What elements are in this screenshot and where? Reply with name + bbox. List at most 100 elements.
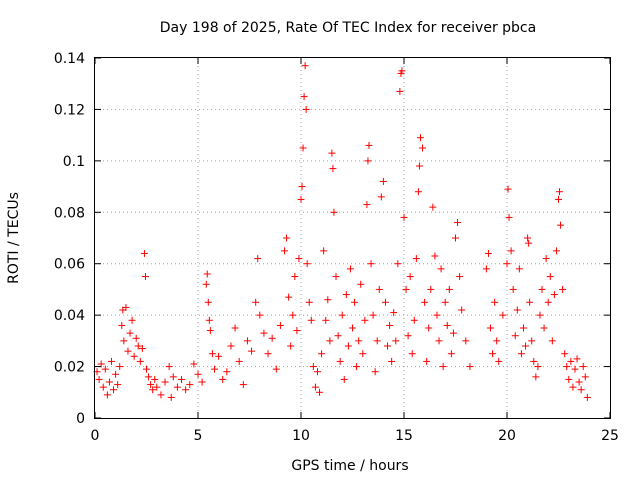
data-point <box>571 365 579 373</box>
data-point <box>552 247 560 255</box>
data-point <box>134 342 142 350</box>
data-point <box>507 247 515 255</box>
data-point <box>359 350 367 358</box>
data-point <box>573 355 581 363</box>
data-point <box>369 311 377 319</box>
data-point <box>248 347 256 355</box>
data-point <box>138 345 146 353</box>
data-point <box>445 285 453 293</box>
data-point <box>351 298 359 306</box>
data-point <box>182 386 190 394</box>
data-point <box>371 368 379 376</box>
data-point <box>178 375 186 383</box>
data-point <box>243 337 251 345</box>
data-point <box>206 327 214 335</box>
data-point <box>227 342 235 350</box>
data-point <box>198 378 206 386</box>
data-point <box>118 321 126 329</box>
data-point <box>205 316 213 324</box>
data-point <box>528 337 536 345</box>
data-point <box>408 350 416 358</box>
data-point <box>334 332 342 340</box>
grid-lines <box>95 58 610 418</box>
data-point <box>583 393 591 401</box>
data-point <box>215 352 223 360</box>
data-point <box>283 234 291 242</box>
data-point <box>577 386 585 394</box>
data-point <box>203 270 211 278</box>
plot-frame <box>94 57 611 419</box>
x-tick-label: 20 <box>498 428 516 444</box>
data-point <box>416 134 424 142</box>
data-point <box>361 316 369 324</box>
data-point <box>260 329 268 337</box>
data-point <box>563 363 571 371</box>
data-point <box>95 375 103 383</box>
data-point <box>530 357 538 365</box>
data-point <box>322 316 330 324</box>
data-point <box>204 298 212 306</box>
data-point <box>519 324 527 332</box>
data-point <box>365 141 373 149</box>
data-point <box>427 285 435 293</box>
x-tick-label: 15 <box>395 428 413 444</box>
data-point <box>435 337 443 345</box>
data-point <box>311 383 319 391</box>
data-point <box>487 324 495 332</box>
data-point <box>513 306 521 314</box>
data-point <box>355 337 363 345</box>
data-point <box>581 373 589 381</box>
data-point <box>509 285 517 293</box>
data-point <box>300 93 308 101</box>
data-point <box>114 381 122 389</box>
data-point <box>526 298 534 306</box>
data-point <box>386 321 394 329</box>
data-point <box>458 306 466 314</box>
data-point <box>318 350 326 358</box>
data-point <box>332 273 340 281</box>
data-point <box>298 183 306 191</box>
x-axis-label: GPS time / hours <box>291 458 408 474</box>
data-point <box>281 247 289 255</box>
data-point <box>353 363 361 371</box>
data-point <box>208 350 216 358</box>
data-point <box>167 393 175 401</box>
data-point <box>575 378 583 386</box>
data-point <box>157 391 165 399</box>
y-tick-label: 0.02 <box>54 360 85 376</box>
data-point <box>569 383 577 391</box>
data-point <box>344 342 352 350</box>
data-point <box>145 373 153 381</box>
data-point <box>316 388 324 396</box>
y-tick-label: 0 <box>76 411 85 427</box>
data-point <box>305 298 313 306</box>
data-point <box>264 350 272 358</box>
data-point <box>153 383 161 391</box>
data-point <box>367 260 375 268</box>
data-point <box>239 381 247 389</box>
data-point <box>161 378 169 386</box>
data-point <box>499 311 507 319</box>
data-point <box>194 370 202 378</box>
data-point <box>404 332 412 340</box>
data-point <box>276 321 284 329</box>
data-point <box>313 368 321 376</box>
data-point <box>101 365 109 373</box>
data-point <box>252 298 260 306</box>
data-point <box>410 316 418 324</box>
data-point <box>384 342 392 350</box>
data-point <box>398 67 406 75</box>
data-point <box>456 273 464 281</box>
data-point <box>112 370 120 378</box>
data-point <box>210 365 218 373</box>
data-point <box>186 381 194 389</box>
data-point <box>484 249 492 257</box>
data-point <box>524 234 532 242</box>
data-point <box>307 316 315 324</box>
data-point <box>324 296 332 304</box>
data-point <box>363 201 371 209</box>
data-point <box>136 357 144 365</box>
data-point <box>169 373 177 381</box>
data-point <box>302 105 310 113</box>
chart-title: Day 198 of 2025, Rate Of TEC Index for r… <box>160 20 536 36</box>
